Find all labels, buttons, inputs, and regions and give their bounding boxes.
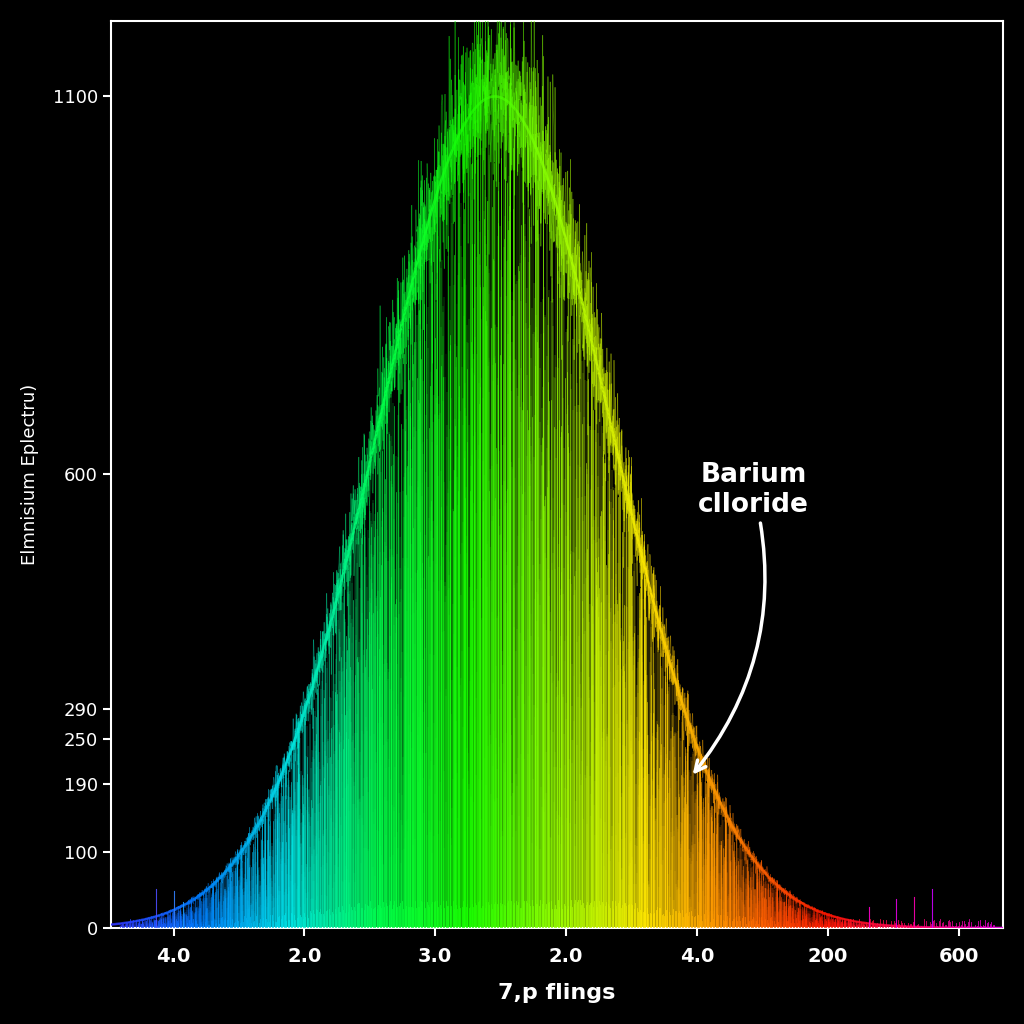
Text: Barium
clloride: Barium clloride	[695, 462, 809, 772]
Y-axis label: Elmnisium Eplectru): Elmnisium Eplectru)	[20, 384, 39, 565]
X-axis label: 7,p flings: 7,p flings	[499, 983, 615, 1004]
